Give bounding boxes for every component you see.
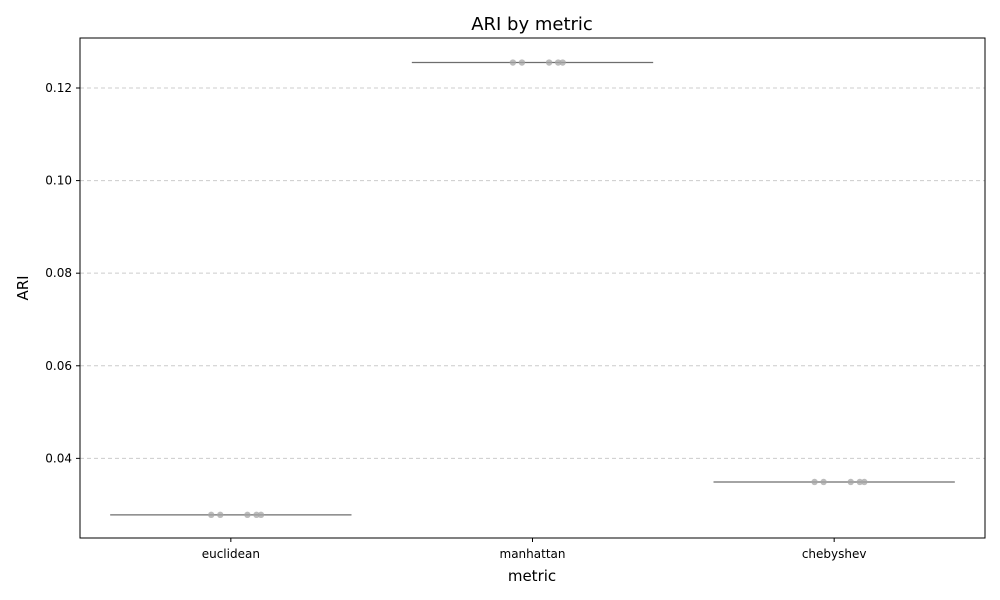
point-chebyshev (811, 478, 818, 486)
point-manhattan (554, 59, 562, 66)
point-manhattan (509, 59, 517, 66)
plot-frame (79, 37, 986, 539)
grid-layer (80, 87, 985, 459)
point-chebyshev (847, 478, 854, 486)
marks-layer (110, 59, 955, 519)
y-tick-label: 0.08 (45, 266, 72, 280)
y-tick-label: 0.04 (45, 451, 72, 465)
y-tick-label: 0.10 (45, 174, 72, 188)
point-manhattan (545, 59, 553, 66)
y-tick-label: 0.06 (45, 359, 72, 373)
point-manhattan (559, 59, 566, 66)
point-euclidean (257, 511, 265, 519)
point-chebyshev (820, 478, 827, 486)
point-manhattan (518, 59, 526, 66)
x-axis: euclidean manhattan chebyshev (202, 538, 867, 561)
point-euclidean (244, 511, 251, 519)
point-chebyshev (856, 478, 864, 486)
point-chebyshev (861, 478, 868, 486)
x-axis-label: metric (508, 567, 556, 585)
point-euclidean (217, 511, 224, 519)
point-euclidean (208, 511, 215, 519)
chart-title: ARI by metric (471, 14, 593, 35)
y-axis-label: ARI (14, 275, 32, 300)
y-axis: 0.04 0.06 0.08 0.10 0.12 (45, 81, 80, 465)
y-tick-label: 0.12 (45, 81, 72, 95)
x-tick-label: manhattan (500, 547, 566, 561)
x-tick-label: euclidean (202, 547, 260, 561)
x-tick-label: chebyshev (802, 547, 867, 561)
point-euclidean (253, 511, 260, 519)
